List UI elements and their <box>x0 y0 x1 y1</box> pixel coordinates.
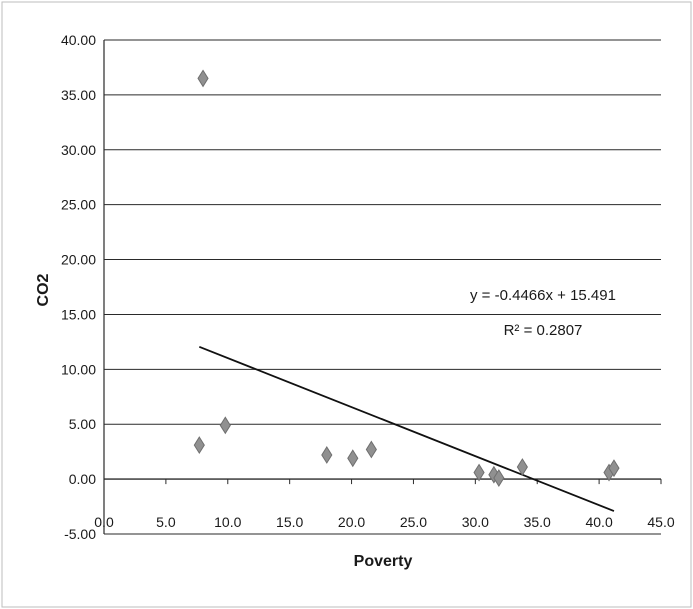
trendline-r-squared: R² = 0.2807 <box>504 322 583 339</box>
y-tick-label: -5.00 <box>64 526 96 542</box>
x-tick-label: 45.0 <box>647 514 674 530</box>
y-tick-label: 40.00 <box>61 32 96 48</box>
y-axis-label: CO2 <box>35 273 52 306</box>
y-tick-label: 15.00 <box>61 306 96 322</box>
data-point <box>608 459 620 478</box>
data-point <box>493 469 505 487</box>
x-tick-label: 40.0 <box>585 514 612 530</box>
gridlines <box>104 39 661 535</box>
data-point <box>321 446 333 464</box>
y-tick-label: 10.00 <box>61 361 96 377</box>
x-tick-label: 5.0 <box>156 514 176 530</box>
x-tick-labels: 0.0 5.0 10.0 15.0 20.0 25.0 30.0 35.0 40.0 45.0 <box>94 514 675 530</box>
trendline-group <box>198 345 615 512</box>
x-tick-label: 20.0 <box>338 514 365 530</box>
y-tick-label: 0.00 <box>69 471 96 487</box>
trendline <box>198 345 615 512</box>
x-tick-label: 25.0 <box>400 514 427 530</box>
x-tick-label: 10.0 <box>214 514 241 530</box>
y-tick-label: 35.00 <box>61 87 96 103</box>
data-point <box>473 463 485 482</box>
data-point <box>365 440 377 459</box>
x-tick-label: 0.0 <box>94 514 114 530</box>
x-tick-label: 35.0 <box>524 514 551 530</box>
data-point <box>197 69 209 88</box>
y-tick-label: 25.00 <box>61 197 96 213</box>
y-tick-label: 20.00 <box>61 252 96 268</box>
trendline-equation: y = -0.4466x + 15.491 <box>470 287 616 304</box>
x-axis-label: Poverty <box>354 553 413 570</box>
y-tick-label: 30.00 <box>61 142 96 158</box>
data-point <box>516 458 528 476</box>
data-point <box>219 416 231 435</box>
x-tick-label: 30.0 <box>462 514 489 530</box>
data-point <box>193 436 205 455</box>
y-tick-labels: -5.00 0.00 5.00 10.00 15.00 20.00 25.00 30.00 35… <box>61 32 96 542</box>
data-point <box>347 449 359 468</box>
y-tick-label: 5.00 <box>69 416 96 432</box>
x-tick-label: 15.0 <box>276 514 303 530</box>
data-points <box>193 69 620 487</box>
